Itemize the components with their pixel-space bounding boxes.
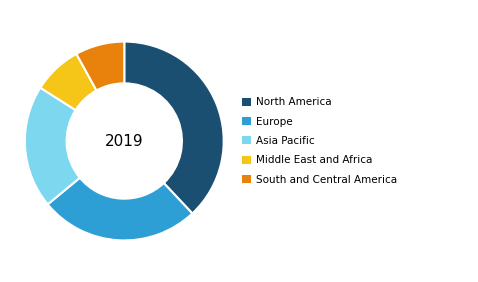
Wedge shape — [25, 88, 80, 204]
Wedge shape — [48, 178, 192, 241]
Wedge shape — [40, 54, 97, 110]
Wedge shape — [76, 41, 124, 91]
Text: 2019: 2019 — [105, 133, 143, 149]
Wedge shape — [124, 41, 224, 213]
Legend: North America, Europe, Asia Pacific, Middle East and Africa, South and Central A: North America, Europe, Asia Pacific, Mid… — [242, 97, 397, 185]
